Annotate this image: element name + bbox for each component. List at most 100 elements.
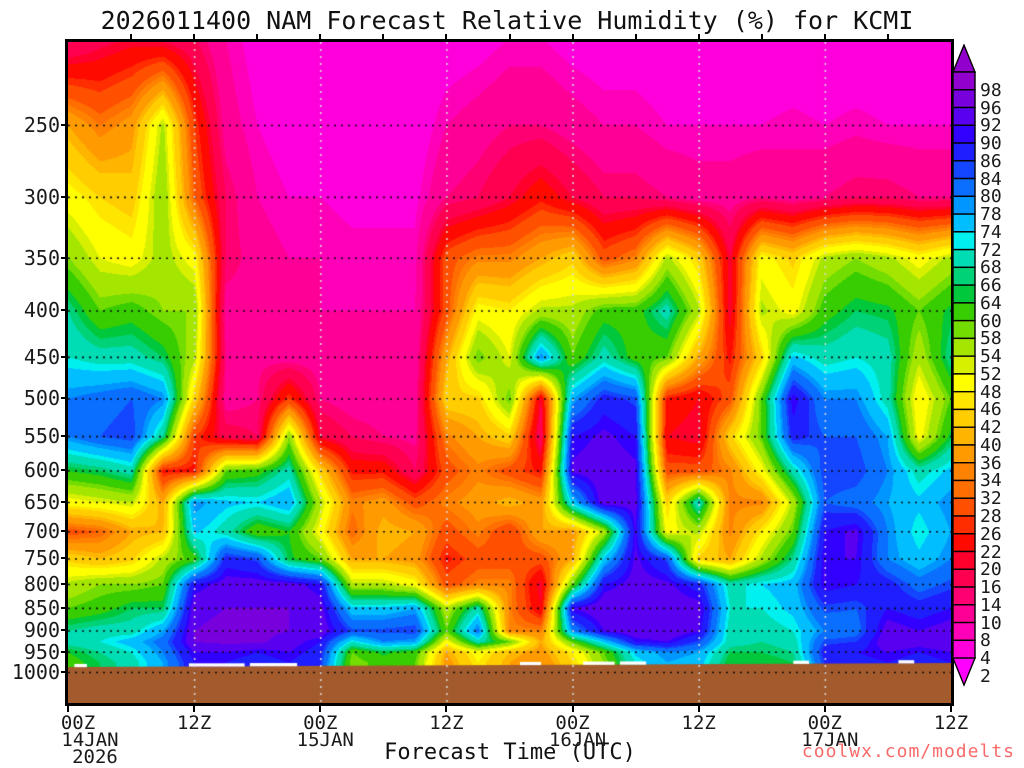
x-tick-label: 12Z [933, 712, 969, 734]
y-tick-label: 700 [23, 519, 60, 544]
x-tick-mark [193, 706, 196, 712]
colorbar-label: 2 [980, 665, 991, 687]
x-tick-mark [823, 706, 826, 712]
colorbar-label: 80 [980, 186, 1002, 208]
y-tick-mark [61, 606, 66, 609]
y-tick-label: 300 [23, 184, 60, 209]
y-tick-mark [61, 309, 66, 312]
y-tick-label: 250 [23, 112, 60, 137]
colorbar-label: 68 [980, 257, 1002, 279]
y-tick-mark [61, 435, 66, 438]
top-tick-mark [886, 34, 889, 39]
x-tick-mark [445, 706, 448, 712]
top-tick-mark [445, 34, 448, 39]
colorbar-label: 16 [980, 577, 1002, 599]
colorbar-label: 78 [980, 204, 1002, 226]
y-tick-label: 350 [23, 245, 60, 270]
top-tick-mark [508, 34, 511, 39]
y-tick-label: 800 [23, 571, 60, 596]
y-tick-label: 850 [23, 595, 60, 620]
x-tick-label: 12Z [429, 712, 464, 734]
colorbar-label: 72 [980, 239, 1002, 261]
x-axis-title: Forecast Time (UTC) [384, 740, 636, 765]
x-tick-label: 00Z [555, 712, 590, 734]
y-tick-label: 1000 [11, 660, 60, 684]
colorbar-label: 36 [980, 452, 1002, 474]
y-tick-mark [61, 629, 66, 632]
top-tick-mark [571, 34, 574, 39]
top-tick-mark [382, 34, 385, 39]
x-tick-mark [319, 706, 322, 712]
y-tick-label: 900 [23, 618, 60, 643]
top-tick-mark [697, 34, 700, 39]
x-tick-mark [571, 706, 574, 712]
colorbar-label: 52 [980, 363, 1002, 385]
y-tick-mark [61, 557, 66, 560]
colorbar-label: 90 [980, 133, 1002, 155]
colorbar-label: 26 [980, 523, 1002, 545]
colorbar-label: 40 [980, 434, 1002, 456]
colorbar-label: 20 [980, 559, 1002, 581]
colorbar-label: 22 [980, 541, 1002, 563]
y-tick-label: 950 [23, 639, 60, 664]
y-tick-mark [61, 355, 66, 358]
y-tick-mark [61, 397, 66, 400]
x-tick-mark [697, 706, 700, 712]
x-tick-date: 16JAN [548, 729, 607, 751]
colorbar-label: 48 [980, 381, 1002, 403]
colorbar-label: 66 [980, 275, 1002, 297]
y-tick-label: 500 [23, 386, 60, 411]
colorbar-label: 10 [980, 612, 1002, 634]
colorbar-label: 58 [980, 328, 1002, 350]
y-tick-label: 450 [23, 344, 60, 369]
y-tick-mark [61, 671, 66, 673]
top-tick-mark [193, 34, 196, 39]
top-tick-mark [634, 34, 637, 39]
colorbar-label: 32 [980, 488, 1002, 510]
top-tick-mark [823, 34, 826, 39]
colorbar-label: 34 [980, 470, 1002, 492]
y-tick-mark [61, 650, 66, 653]
colorbar-label: 8 [980, 630, 991, 652]
colorbar-label: 96 [980, 97, 1002, 119]
x-tick-label: 00Z [60, 712, 96, 734]
colorbar-label: 14 [980, 594, 1002, 616]
y-tick-label: 750 [23, 546, 60, 571]
colorbar-label: 42 [980, 417, 1002, 439]
colorbar-label: 4 [980, 648, 991, 670]
colorbar-label: 98 [980, 79, 1002, 101]
colorbar-label: 28 [980, 506, 1002, 527]
x-tick-label: 00Z [303, 712, 338, 734]
y-tick-mark [61, 256, 66, 259]
y-tick-mark [61, 195, 66, 198]
top-tick-mark [319, 34, 322, 39]
y-tick-label: 650 [23, 490, 60, 514]
y-tick-mark [61, 123, 66, 126]
colorbar [951, 43, 977, 691]
y-tick-mark [61, 582, 66, 585]
colorbar-scale [951, 43, 977, 687]
top-tick-mark [760, 34, 763, 39]
colorbar-label: 46 [980, 399, 1002, 421]
x-tick-label: 12Z [681, 712, 716, 734]
colorbar-label: 60 [980, 310, 1002, 332]
plot-frame [65, 39, 954, 706]
y-tick-mark [61, 501, 66, 503]
y-tick-mark [61, 530, 66, 533]
y-tick-mark [61, 469, 66, 472]
x-tick-date: 15JAN [296, 729, 354, 751]
x-tick-date: 14JAN [61, 729, 119, 751]
x-tick-mark [67, 706, 69, 712]
x-tick-mark [950, 706, 952, 712]
rh-heatmap-canvas [68, 42, 951, 703]
y-tick-label: 600 [23, 458, 60, 483]
watermark: coolwx.com/modelts [801, 741, 1015, 762]
colorbar-label: 86 [980, 150, 1002, 172]
x-tick-label: 12Z [176, 712, 212, 734]
colorbar-label: 54 [980, 346, 1002, 368]
y-tick-label: 550 [23, 424, 60, 449]
colorbar-label: 74 [980, 221, 1002, 243]
x-tick-date: 17JAN [801, 729, 859, 751]
chart-title: 2026011400 NAM Forecast Relative Humidit… [100, 6, 914, 35]
